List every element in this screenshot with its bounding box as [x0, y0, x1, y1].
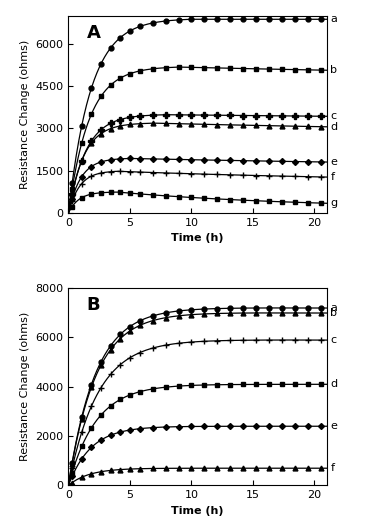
- Text: d: d: [331, 122, 337, 132]
- Text: f: f: [331, 172, 334, 182]
- Text: g: g: [331, 198, 337, 208]
- Text: e: e: [331, 421, 337, 431]
- Text: d: d: [331, 379, 337, 389]
- Text: A: A: [87, 23, 100, 42]
- Text: c: c: [331, 335, 337, 345]
- Text: e: e: [331, 157, 337, 167]
- Y-axis label: Resistance Change (ohms): Resistance Change (ohms): [20, 312, 30, 461]
- Text: b: b: [331, 65, 337, 75]
- Text: f: f: [331, 463, 334, 473]
- Text: a: a: [331, 14, 337, 25]
- X-axis label: Time (h): Time (h): [171, 506, 224, 516]
- Text: b: b: [331, 308, 337, 318]
- Text: B: B: [87, 296, 100, 314]
- Text: c: c: [331, 111, 337, 121]
- Text: a: a: [331, 303, 337, 313]
- X-axis label: Time (h): Time (h): [171, 233, 224, 243]
- Y-axis label: Resistance Change (ohms): Resistance Change (ohms): [20, 40, 30, 189]
